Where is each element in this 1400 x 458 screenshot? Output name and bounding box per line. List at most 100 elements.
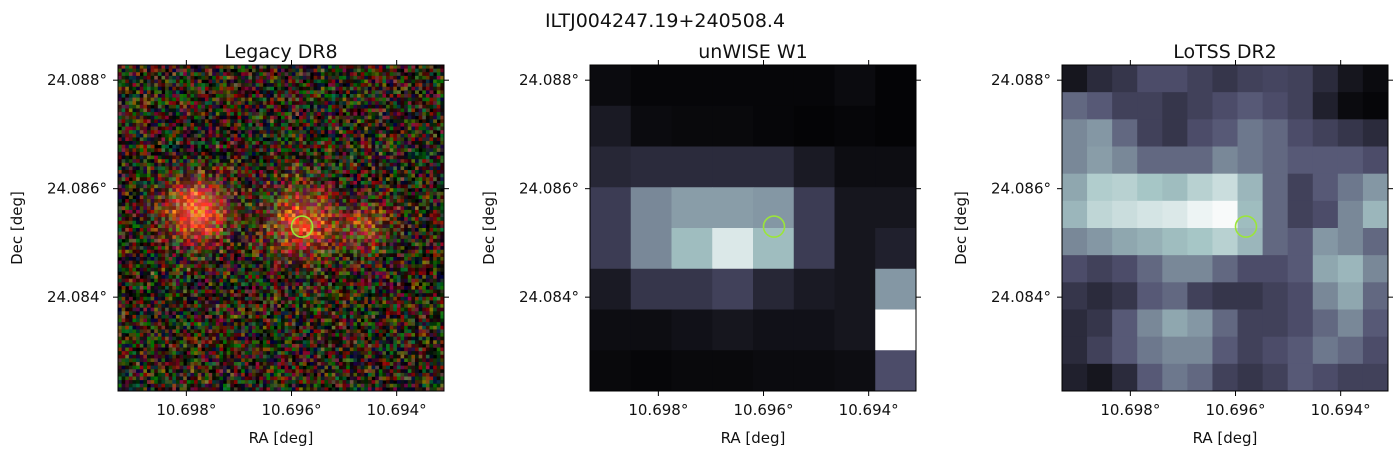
image-pixel xyxy=(219,267,224,272)
image-pixel xyxy=(436,264,441,269)
image-pixel xyxy=(324,75,329,80)
image-pixel xyxy=(331,155,336,160)
image-pixel xyxy=(230,260,235,265)
image-pixel xyxy=(248,231,253,236)
image-pixel xyxy=(422,166,427,171)
image-pixel xyxy=(143,65,148,69)
image-pixel xyxy=(194,108,198,113)
image-pixel xyxy=(157,159,162,164)
image-pixel xyxy=(168,224,173,229)
image-pixel xyxy=(190,220,195,225)
image-pixel xyxy=(175,97,180,102)
image-pixel xyxy=(244,213,249,218)
image-pixel xyxy=(349,122,354,127)
image-pixel xyxy=(400,119,405,124)
image-pixel xyxy=(136,75,141,80)
image-pixel xyxy=(346,75,351,80)
image-pixel xyxy=(226,75,231,80)
image-pixel xyxy=(201,72,206,77)
image-pixel xyxy=(197,112,202,117)
image-pixel xyxy=(335,79,340,84)
image-pixel xyxy=(219,264,224,269)
image-pixel xyxy=(233,264,238,269)
image-pixel xyxy=(393,184,398,189)
image-pixel xyxy=(346,119,351,124)
image-pixel xyxy=(194,90,198,95)
image-pixel xyxy=(179,93,184,98)
image-pixel xyxy=(306,86,311,91)
image-pixel xyxy=(429,104,434,109)
image-pixel xyxy=(128,122,133,127)
image-pixel xyxy=(165,249,170,254)
image-pixel xyxy=(179,144,184,149)
image-pixel xyxy=(418,217,423,222)
image-pixel xyxy=(194,148,198,153)
image-pixel xyxy=(353,220,358,225)
image-pixel xyxy=(291,166,296,171)
image-pixel xyxy=(440,249,445,254)
image-pixel xyxy=(270,188,275,193)
image-pixel xyxy=(440,112,445,117)
image-pixel xyxy=(212,184,217,189)
image-pixel xyxy=(375,256,380,261)
image-pixel xyxy=(132,75,137,80)
image-pixel xyxy=(212,122,217,127)
image-pixel xyxy=(284,159,289,164)
image-pixel xyxy=(237,209,242,214)
image-pixel xyxy=(393,199,398,203)
image-pixel xyxy=(223,188,227,193)
image-pixel xyxy=(320,195,325,200)
image-pixel xyxy=(415,173,419,178)
image-pixel xyxy=(255,144,260,149)
image-pixel xyxy=(183,144,188,149)
image-pixel xyxy=(223,180,227,185)
image-pixel xyxy=(259,144,264,149)
image-pixel xyxy=(146,231,151,236)
image-pixel xyxy=(422,83,427,88)
image-pixel xyxy=(248,224,253,229)
image-pixel xyxy=(367,162,372,167)
image-pixel xyxy=(371,213,376,218)
image-pixel xyxy=(320,202,325,207)
image-pixel xyxy=(404,224,409,229)
image-pixel xyxy=(375,86,380,91)
image-pixel xyxy=(302,202,307,207)
image-pixel xyxy=(208,191,213,196)
image-pixel xyxy=(244,173,249,178)
image-pixel xyxy=(353,162,358,167)
image-pixel xyxy=(223,184,227,189)
image-pixel xyxy=(382,173,387,178)
image-pixel xyxy=(396,180,401,185)
image-pixel xyxy=(407,159,412,164)
image-pixel xyxy=(393,188,398,193)
image-pixel xyxy=(233,195,238,200)
image-pixel xyxy=(212,97,217,102)
image-pixel xyxy=(219,231,224,236)
image-pixel xyxy=(404,90,409,95)
image-pixel xyxy=(436,104,441,109)
image-pixel xyxy=(357,115,361,120)
image-pixel xyxy=(262,267,267,272)
image-pixel xyxy=(161,141,166,145)
image-pixel xyxy=(132,93,137,98)
image-pixel xyxy=(179,202,184,207)
image-pixel xyxy=(353,209,358,214)
image-pixel xyxy=(150,228,155,232)
image-pixel xyxy=(197,104,202,109)
image-pixel xyxy=(393,75,398,80)
image-pixel xyxy=(436,126,441,131)
image-pixel xyxy=(331,72,336,77)
image-pixel xyxy=(360,97,365,102)
image-pixel xyxy=(338,173,343,178)
image-pixel xyxy=(284,144,289,149)
image-pixel xyxy=(146,253,151,258)
image-pixel xyxy=(121,224,126,229)
image-pixel xyxy=(201,151,206,156)
image-pixel xyxy=(136,231,141,236)
image-pixel xyxy=(375,170,380,174)
image-pixel xyxy=(273,141,278,145)
image-pixel xyxy=(183,166,188,171)
image-pixel xyxy=(197,256,202,261)
image-pixel xyxy=(172,195,177,200)
image-pixel xyxy=(338,137,343,142)
